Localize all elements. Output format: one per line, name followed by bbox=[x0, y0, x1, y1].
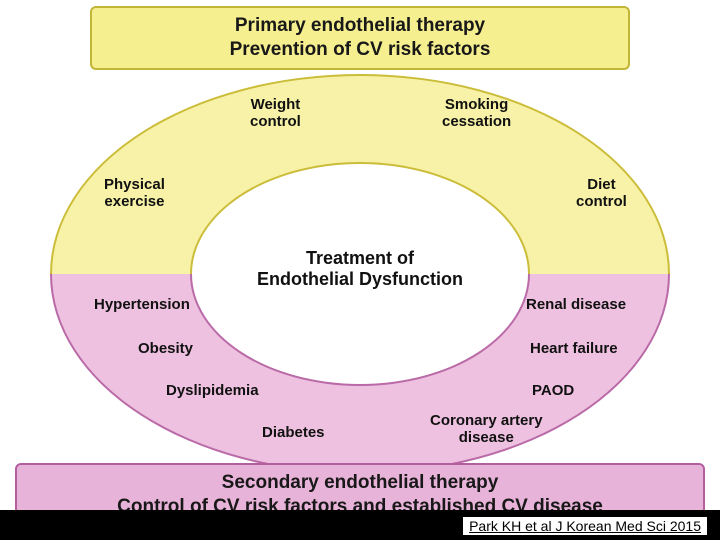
riskfactor-label: Dyslipidemia bbox=[166, 382, 259, 399]
riskfactor-label: PAOD bbox=[532, 382, 574, 399]
riskfactor-label: Diabetes bbox=[262, 424, 325, 441]
riskfactor-label: Coronary artery disease bbox=[430, 412, 543, 447]
center-title: Treatment of Endothelial Dysfunction bbox=[257, 248, 463, 290]
citation-text: Park KH et al J Korean Med Sci 2015 bbox=[462, 516, 708, 536]
riskfactor-label: Renal disease bbox=[526, 296, 626, 313]
prevention-label: Weight control bbox=[250, 96, 301, 131]
prevention-label: Smoking cessation bbox=[442, 96, 511, 131]
top-banner-line1: Primary endothelial therapy bbox=[235, 15, 485, 36]
top-banner: Primary endothelial therapy Prevention o… bbox=[90, 6, 630, 70]
prevention-label: Physical exercise bbox=[104, 176, 165, 211]
center-line1: Treatment of bbox=[306, 248, 414, 268]
riskfactor-label: Hypertension bbox=[94, 296, 190, 313]
riskfactor-label: Heart failure bbox=[530, 340, 618, 357]
bottom-banner-line1: Secondary endothelial therapy bbox=[222, 472, 499, 493]
center-line2: Endothelial Dysfunction bbox=[257, 269, 463, 289]
top-banner-line2: Prevention of CV risk factors bbox=[230, 39, 491, 60]
riskfactor-label: Obesity bbox=[138, 340, 193, 357]
diagram-canvas: Treatment of Endothelial Dysfunction Wei… bbox=[0, 0, 720, 540]
prevention-label: Diet control bbox=[576, 176, 627, 211]
